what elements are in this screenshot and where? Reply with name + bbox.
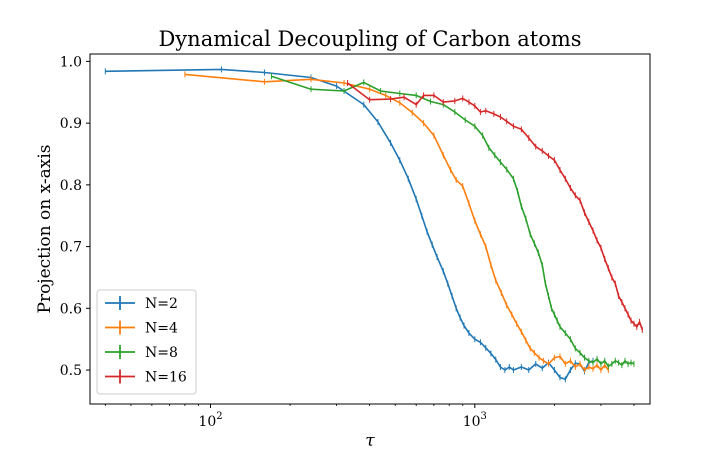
legend-box <box>96 289 197 395</box>
x-axis: 102 103 <box>104 404 635 430</box>
legend-label: N=2 <box>145 296 178 312</box>
y-axis-label: Projection on x-axis <box>35 144 55 313</box>
legend-label: N=16 <box>145 370 187 386</box>
y-tick-label: 0.8 <box>60 178 82 194</box>
legend-label: N=8 <box>145 345 178 361</box>
series-line-n-4 <box>184 73 609 371</box>
series-line-n-16 <box>347 82 644 331</box>
y-tick-label: 0.7 <box>60 240 82 256</box>
y-tick-label: 0.5 <box>60 363 82 379</box>
legend: N=2 N=4 N=8 N=16 <box>96 289 197 395</box>
y-tick-label: 0.9 <box>60 116 82 132</box>
x-tick-label: 102 <box>198 411 222 430</box>
legend-label: N=4 <box>145 321 178 337</box>
chart-title: Dynamical Decoupling of Carbon atoms <box>158 27 581 51</box>
y-tick-label: 1.0 <box>60 54 82 70</box>
series-line-n-8 <box>271 75 635 368</box>
x-axis-label: τ <box>365 431 375 451</box>
plot-area <box>104 66 644 383</box>
y-axis: 0.5 0.6 0.7 0.8 0.9 1.0 <box>60 54 90 379</box>
y-tick-label: 0.6 <box>60 301 82 317</box>
x-tick-label: 103 <box>463 411 487 430</box>
plot-frame <box>89 53 651 405</box>
